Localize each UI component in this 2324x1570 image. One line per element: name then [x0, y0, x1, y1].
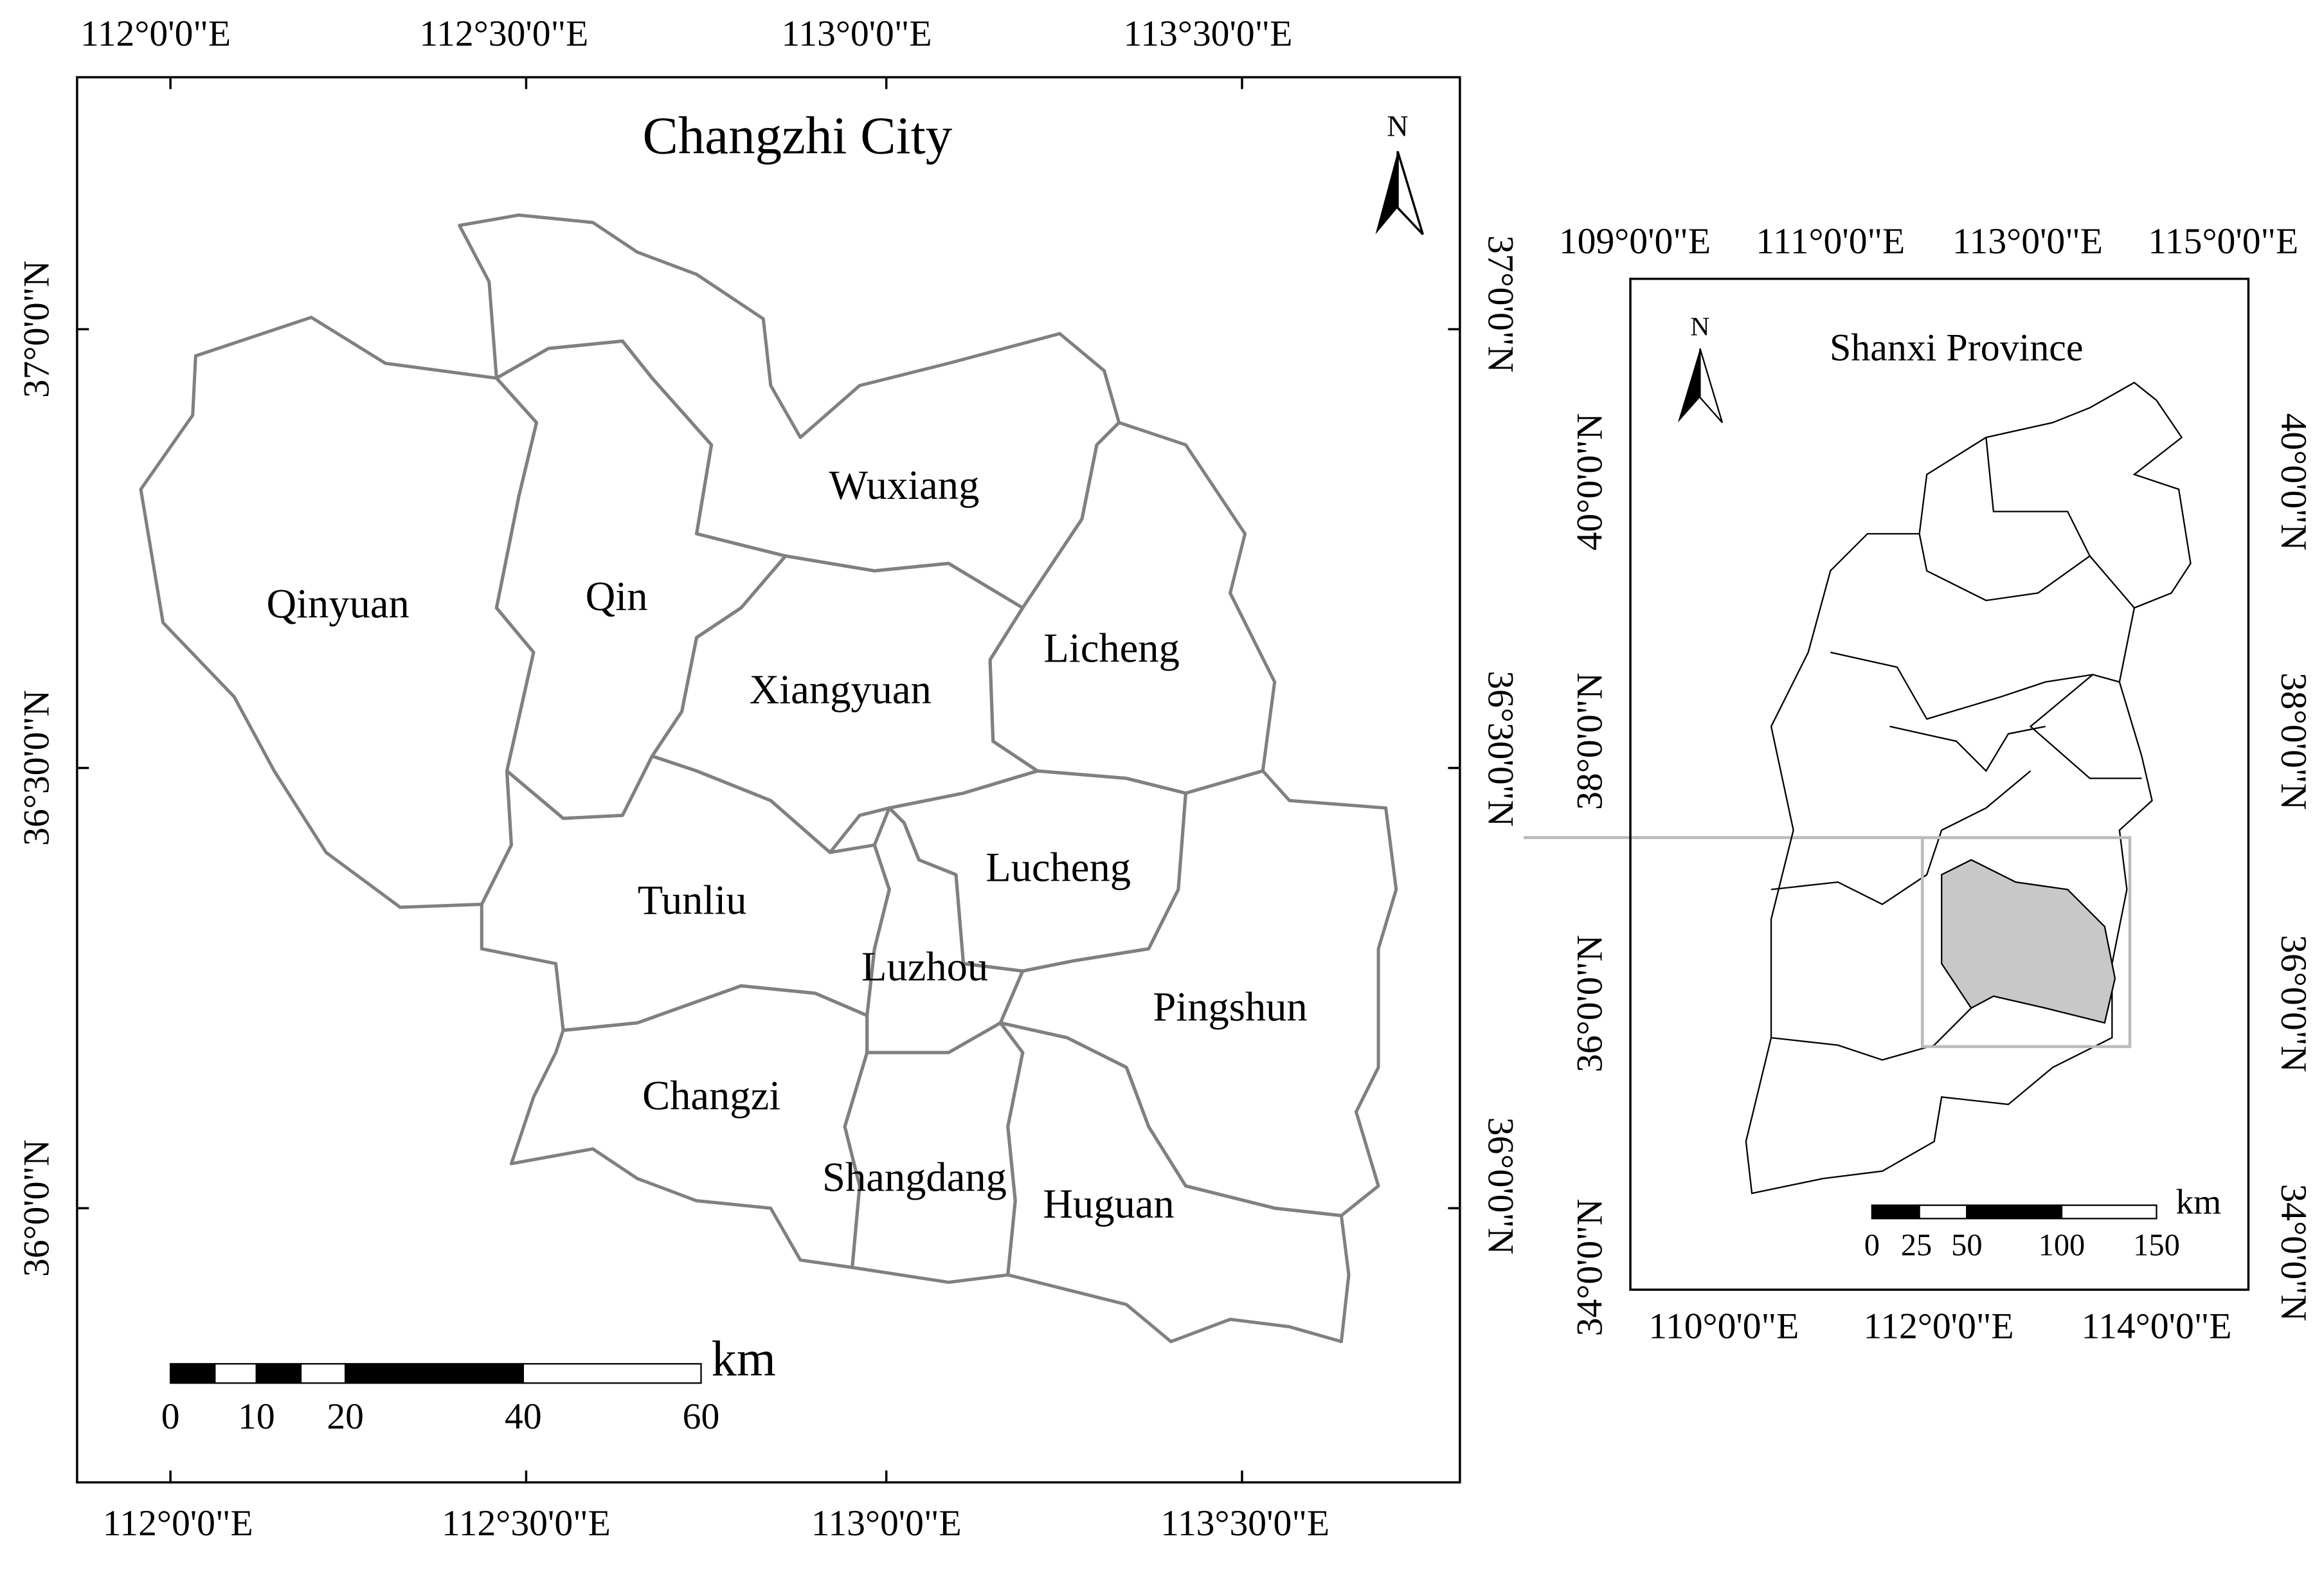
lat-label: 36°0'0"N [1570, 935, 1610, 1072]
lat-label: 36°30'0"N [1480, 671, 1520, 827]
lat-label: 34°0'0"N [2273, 1184, 2314, 1321]
lat-label: 36°0'0"N [1480, 1117, 1520, 1255]
prefecture-boundaries [1770, 437, 2142, 1061]
lon-label: 113°0'0"E [1952, 221, 2103, 262]
lat-label: 40°0'0"N [2273, 413, 2314, 551]
ticks [77, 77, 1460, 1483]
frame [1629, 277, 2250, 1291]
lon-label: 112°30'0"E [419, 14, 588, 54]
lon-label: 114°0'0"E [2081, 1306, 2231, 1346]
district-label: Shangdang [822, 1154, 1007, 1200]
scale-label: 150 [2133, 1229, 2180, 1263]
lon-label: 112°0'0"E [103, 1503, 253, 1544]
district-label: Qinyuan [267, 580, 410, 626]
scale-label: 0 [161, 1396, 180, 1437]
lat-label: 34°0'0"N [1570, 1199, 1610, 1337]
scale-label: 0 [1864, 1229, 1880, 1263]
main-map: 112°0'0"E 112°30'0"E 113°0'0"E 113°30'0"… [16, 14, 1520, 1544]
north-arrow [1375, 151, 1398, 235]
lon-label: 111°0'0"E [1756, 221, 1905, 262]
scale-unit: km [712, 1330, 776, 1386]
district-label: Changzi [642, 1072, 780, 1119]
lat-label: 36°0'0"N [2273, 935, 2314, 1072]
lon-label: 109°0'0"E [1559, 221, 1711, 262]
changzhi-highlight [1941, 859, 2116, 1024]
map-title: Shanxi Province [1830, 326, 2084, 368]
lon-label: 112°0'0"E [80, 14, 231, 54]
scale-label: 40 [505, 1396, 542, 1437]
inset-map: 109°0'0"E 111°0'0"E 113°0'0"E 115°0'0"E … [1559, 221, 2314, 1347]
district-label: Tunliu [638, 876, 747, 923]
north-arrow [1699, 348, 1724, 424]
lat-label: 36°30'0"N [16, 690, 57, 846]
district-label: Luzhou [861, 943, 988, 989]
lon-label: 113°30'0"E [1124, 14, 1293, 54]
map-title: Changzhi City [642, 105, 952, 165]
lon-label: 113°30'0"E [1160, 1503, 1329, 1544]
lon-label: 113°0'0"E [811, 1503, 962, 1544]
lat-label: 38°0'0"N [1570, 672, 1610, 810]
scale-label: 20 [327, 1396, 364, 1437]
district-label: Wuxiang [829, 462, 979, 508]
scale-unit: km [2175, 1182, 2221, 1221]
scale-label: 25 [1901, 1229, 1932, 1263]
district-label: Licheng [1043, 624, 1179, 671]
lat-label: 36°0'0"N [16, 1139, 57, 1277]
district-label: Xiangyuan [750, 666, 932, 712]
district-label: Lucheng [986, 844, 1131, 890]
district-label: Qin [586, 573, 648, 619]
lat-label: 40°0'0"N [1570, 413, 1610, 551]
lon-label: 112°0'0"E [1864, 1306, 2014, 1346]
district-label: Pingshun [1153, 983, 1307, 1029]
province-outline [1745, 381, 2192, 1195]
district-boundaries [139, 213, 1398, 1344]
lon-label: 113°0'0"E [782, 14, 932, 54]
lat-label: 37°0'0"N [1480, 235, 1520, 373]
district-label: Huguan [1043, 1180, 1174, 1227]
lon-label: 112°30'0"E [442, 1503, 611, 1544]
north-label: N [1387, 109, 1408, 142]
scale-bar [169, 1363, 702, 1384]
north-label: N [1690, 312, 1709, 341]
lon-label: 110°0'0"E [1648, 1306, 1799, 1346]
scale-label: 60 [683, 1396, 720, 1437]
extent-box [1920, 836, 2132, 1049]
north-arrow [1677, 348, 1700, 423]
scale-label: 100 [2039, 1229, 2085, 1263]
lat-label: 38°0'0"N [2273, 672, 2314, 810]
frame [76, 76, 1461, 1484]
north-arrow [1396, 150, 1424, 235]
scale-bar [1871, 1204, 2157, 1220]
scale-label: 50 [1951, 1229, 1982, 1263]
scale-label: 10 [238, 1396, 275, 1437]
lat-label: 37°0'0"N [16, 260, 57, 398]
lon-label: 115°0'0"E [2148, 221, 2298, 262]
